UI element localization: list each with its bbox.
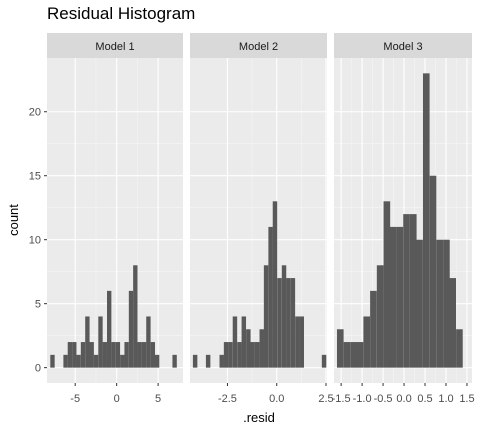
x-tick-label: -1.5	[332, 393, 351, 405]
y-tick-label: 10	[29, 235, 41, 247]
histogram-bar	[137, 342, 142, 368]
histogram-bar	[416, 239, 423, 368]
histogram-bar	[246, 329, 251, 368]
facet-strip-model-2	[190, 33, 327, 58]
x-tick-label: 2.5	[318, 393, 333, 405]
histogram-bar	[219, 354, 224, 368]
y-tick-label: 20	[29, 107, 41, 119]
x-tick-label: -0.5	[374, 393, 393, 405]
histogram-bar	[259, 329, 264, 368]
histogram-bar	[72, 342, 77, 368]
histogram-bar	[321, 354, 327, 368]
histogram-bar	[237, 342, 242, 368]
histogram-bar	[250, 342, 255, 368]
x-tick-label: 1.0	[438, 393, 453, 405]
histogram-bar	[370, 290, 377, 368]
histogram-bar	[449, 278, 457, 368]
histogram-bar	[254, 342, 260, 368]
x-tick-label: 0	[114, 393, 120, 405]
x-tick-label: -1.0	[353, 393, 372, 405]
histogram-bar	[403, 214, 410, 368]
histogram-bar	[232, 316, 238, 368]
histogram-bar	[409, 214, 417, 368]
histogram-bar	[50, 354, 55, 368]
x-tick-label: 0.5	[417, 393, 432, 405]
y-axis-title: count	[6, 204, 21, 236]
histogram-bar	[263, 265, 269, 368]
histogram-bar	[141, 342, 147, 368]
histogram-bar	[154, 354, 160, 368]
y-tick-label: 0	[35, 363, 41, 375]
x-tick-label: 0.0	[269, 393, 284, 405]
histogram-bar	[80, 342, 86, 368]
histogram-bar	[429, 175, 437, 368]
histogram-bar	[241, 316, 247, 368]
histogram-bar	[383, 201, 391, 368]
histogram-bar	[111, 342, 116, 368]
histogram-bar	[128, 290, 134, 368]
histogram-bar	[93, 354, 99, 368]
x-tick-label: 5	[155, 393, 161, 405]
x-tick-label: -5	[70, 393, 80, 405]
x-axis-title: .resid	[243, 410, 275, 425]
histogram-bar	[363, 316, 371, 368]
histogram-bar	[67, 342, 73, 368]
histogram-bar	[124, 342, 129, 368]
histogram-bar	[150, 342, 155, 368]
panel-background-model-2	[190, 58, 327, 383]
y-tick-label: 15	[29, 171, 41, 183]
x-tick-label: 0.0	[396, 393, 411, 405]
histogram-bar	[281, 265, 287, 368]
histogram-bar	[98, 316, 103, 368]
histogram-bar	[350, 342, 358, 368]
histogram-bar	[389, 226, 397, 368]
histogram-bar	[192, 354, 198, 368]
x-tick-label: 1.5	[459, 393, 474, 405]
histogram-bar	[436, 239, 444, 368]
histogram-bar	[63, 354, 68, 368]
histogram-bar	[223, 342, 229, 368]
y-tick-label: 5	[35, 299, 41, 311]
histogram-bar	[89, 342, 94, 368]
chart-title: Residual Histogram	[47, 4, 196, 23]
histogram-bar	[290, 278, 296, 368]
histogram-bar	[443, 239, 450, 368]
histogram-bar	[115, 342, 121, 368]
facet-strip-model-1	[47, 33, 183, 58]
facet-label-model-1: Model 1	[95, 41, 134, 53]
panel-background-model-1	[47, 58, 183, 383]
histogram-bar	[102, 342, 107, 368]
histogram-bar	[146, 316, 151, 368]
histogram-bar	[396, 226, 404, 368]
histogram-bar	[456, 329, 463, 368]
x-tick-label: -2.5	[218, 393, 237, 405]
histogram-bar	[343, 342, 351, 368]
histogram-bar	[228, 342, 233, 368]
histogram-bar	[268, 226, 273, 368]
histogram-bar	[272, 201, 278, 368]
histogram-bar	[376, 265, 384, 368]
histogram-bar	[356, 342, 364, 368]
histogram-bar	[295, 316, 300, 368]
facet-label-model-3: Model 3	[383, 41, 422, 53]
histogram-bar	[107, 290, 112, 368]
histogram-bar	[422, 73, 430, 368]
histogram-bar	[120, 354, 125, 368]
histogram-bar	[336, 329, 344, 368]
histogram-bar	[85, 316, 90, 368]
histogram-bar	[76, 354, 81, 368]
histogram-bar	[299, 316, 304, 368]
facet-strip-model-3	[334, 33, 472, 58]
histogram-bar	[277, 278, 282, 368]
facet-label-model-2: Model 2	[239, 41, 278, 53]
histogram-bar	[172, 354, 177, 368]
histogram-bar	[205, 354, 211, 368]
histogram-bar	[286, 278, 291, 368]
histogram-bar	[133, 265, 138, 368]
